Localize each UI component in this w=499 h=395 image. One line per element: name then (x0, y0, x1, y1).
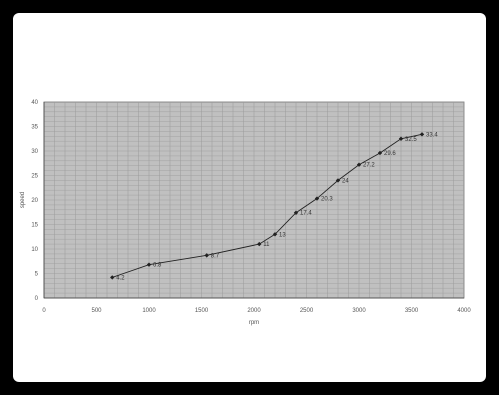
data-label: 11 (263, 242, 270, 248)
grid-lines (43, 101, 465, 299)
data-label: 20.3 (321, 197, 333, 203)
data-point (204, 253, 209, 258)
y-tick-label: 5 (35, 272, 39, 278)
y-tick-label: 0 (35, 296, 39, 302)
data-point (293, 210, 299, 215)
y-axis-label: speed (20, 192, 26, 208)
y-tick-label: 20 (31, 198, 38, 204)
data-point (398, 136, 404, 141)
x-tick-label: 3000 (352, 308, 366, 314)
data-label: 29.6 (384, 151, 396, 157)
data-point (335, 178, 341, 183)
y-tick-label: 15 (31, 223, 38, 229)
x-tick-label: 4000 (457, 308, 471, 314)
data-label: 17.4 (300, 211, 312, 217)
data-label: 8.7 (211, 253, 220, 259)
x-tick-label: 2000 (247, 308, 261, 314)
x-tick-label: 0 (42, 308, 46, 314)
x-tick-label: 1500 (195, 308, 209, 314)
y-tick-label: 40 (31, 100, 38, 106)
data-point (257, 241, 262, 247)
data-point (272, 232, 278, 237)
data-label: 27.2 (363, 163, 375, 169)
y-tick-label: 10 (31, 247, 38, 253)
y-tick-label: 25 (31, 174, 38, 180)
axes: 0 500 1000 1500 2000 2500 3000 3500 4000 0 5 10 15 20… (31, 100, 471, 314)
x-tick-label: 3500 (405, 308, 419, 314)
data-label: 33.4 (426, 132, 438, 138)
x-tick-label: 2500 (300, 308, 314, 314)
data-point (419, 132, 425, 137)
y-tick-label: 30 (31, 149, 38, 155)
data-point (314, 196, 320, 201)
data-point (110, 275, 115, 280)
series-line (112, 133, 423, 278)
x-axis-label: rpm (249, 320, 259, 326)
data-point (377, 150, 383, 156)
data-label: 13 (279, 232, 286, 238)
data-point (356, 162, 362, 167)
series-group: 4.2 6.8 8.7 11 13 17.4 20.3 24 27.2 29.6 32.5 33.4 (110, 132, 438, 281)
x-tick-label: 1000 (142, 308, 156, 314)
data-label: 6.8 (153, 263, 162, 269)
data-point (146, 262, 152, 267)
x-tick-label: 500 (91, 308, 102, 314)
y-tick-label: 35 (31, 125, 38, 131)
data-label: 24 (342, 178, 349, 184)
data-label: 32.5 (405, 137, 417, 143)
data-label: 4.2 (116, 275, 125, 281)
